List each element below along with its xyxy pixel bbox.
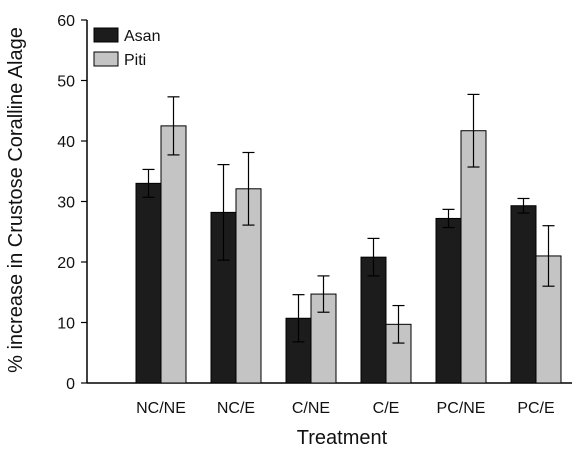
y-tick-label: 20 bbox=[57, 255, 75, 272]
x-tick-label: NC/NE bbox=[136, 400, 186, 417]
x-tick-label: C/E bbox=[373, 400, 400, 417]
bar-asan bbox=[510, 205, 537, 384]
error-bar bbox=[217, 163, 230, 261]
bar-piti bbox=[460, 130, 487, 384]
y-tick-label: 0 bbox=[66, 376, 75, 393]
error-bar bbox=[317, 275, 330, 313]
bar-piti bbox=[160, 125, 187, 384]
legend-label: Asan bbox=[124, 28, 160, 45]
legend-label: Piti bbox=[124, 52, 146, 69]
y-axis: 0 10 20 30 40 50 60 bbox=[57, 13, 88, 393]
x-axis: NC/NE NC/E C/NE C/E PC/NE PC/E bbox=[87, 382, 572, 417]
error-bar bbox=[242, 151, 255, 226]
error-bar bbox=[167, 96, 180, 156]
bar-asan bbox=[135, 182, 162, 384]
bars bbox=[135, 93, 562, 384]
bar-asan bbox=[360, 256, 387, 384]
x-axis-title: Treatment bbox=[297, 427, 388, 449]
x-tick-label: NC/E bbox=[217, 400, 255, 417]
error-bar bbox=[367, 237, 380, 277]
error-bar bbox=[542, 225, 555, 287]
error-bar bbox=[442, 208, 455, 229]
y-axis-title: % increase in Crustose Coralline Alage bbox=[5, 27, 27, 373]
y-tick-label: 50 bbox=[57, 74, 75, 91]
y-tick-label: 60 bbox=[57, 13, 75, 30]
y-tick-label: 30 bbox=[57, 195, 75, 212]
legend-swatch bbox=[93, 27, 119, 43]
x-tick-label: PC/E bbox=[517, 400, 554, 417]
error-bar bbox=[467, 93, 480, 168]
legend-swatch bbox=[93, 51, 119, 67]
x-tick-label: C/NE bbox=[292, 400, 330, 417]
y-tick-label: 10 bbox=[57, 316, 75, 333]
legend: Asan Piti bbox=[93, 27, 160, 69]
error-bar bbox=[517, 197, 530, 214]
bar-asan bbox=[435, 217, 462, 384]
x-tick-label: PC/NE bbox=[437, 400, 486, 417]
error-bar bbox=[142, 168, 155, 198]
error-bar bbox=[292, 294, 305, 343]
error-bar bbox=[392, 304, 405, 344]
y-tick-label: 40 bbox=[57, 134, 75, 151]
